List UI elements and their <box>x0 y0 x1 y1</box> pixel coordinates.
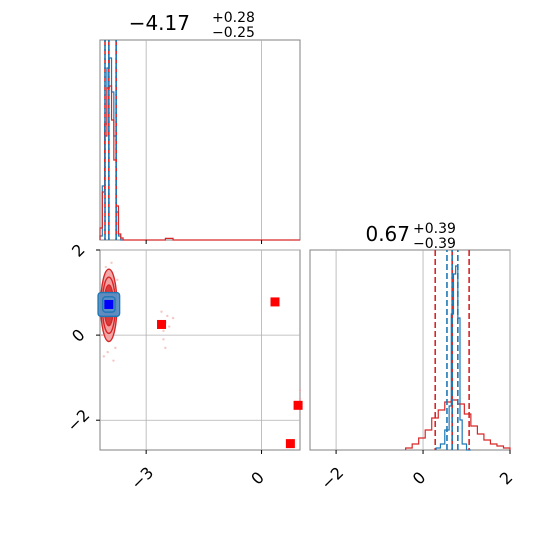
faint-point <box>171 316 175 320</box>
hist-param1-panel: −4.17 +0.28 −0.25 <box>99 10 301 244</box>
faint-point <box>106 350 109 354</box>
faint-point <box>162 329 165 333</box>
red-marker <box>270 297 280 307</box>
hist-param1-quantile-lines <box>104 40 117 240</box>
faint-point <box>168 325 171 328</box>
faint-point <box>116 278 119 281</box>
faint-point <box>160 310 163 313</box>
y-tick-label: −2 <box>63 406 93 436</box>
x-tick-label: −2 <box>317 463 347 493</box>
faint-point <box>166 314 169 318</box>
x-tick-label: 2 <box>496 468 517 489</box>
hist-param1-grid <box>145 40 262 240</box>
red-marker <box>157 319 167 329</box>
x-tick-label: −3 <box>127 463 157 493</box>
hist-series-0 <box>435 265 471 451</box>
hist-param1-title-value: −4.17 <box>129 11 190 35</box>
hist-param2-ticks: −2 0 2 <box>317 450 516 493</box>
faint-point <box>102 355 106 358</box>
scatter-joint-panel: −3 0 −2 0 2 <box>63 240 303 493</box>
faint-point <box>104 265 107 269</box>
hist-param1-frame <box>99 39 301 241</box>
x-tick-label: 0 <box>247 468 268 489</box>
scatter-joint-frame <box>99 249 301 451</box>
blue-marker <box>104 299 114 309</box>
hist-param1-title-plus: +0.28 <box>212 10 255 26</box>
hist-param2-title-value: 0.67 <box>365 222 410 246</box>
scatter-joint-grid <box>100 249 300 450</box>
y-tick-label: 0 <box>68 325 89 346</box>
faint-point <box>298 389 302 392</box>
hist-param2-frame <box>309 249 511 451</box>
hist-param2-quantile-lines <box>434 250 470 450</box>
faint-point <box>100 333 104 337</box>
red-marker <box>285 439 295 449</box>
hist-param2-title-minus: −0.39 <box>413 236 456 252</box>
y-tick-label: 2 <box>68 240 89 261</box>
faint-point <box>164 346 167 350</box>
hist-param2-panel: −2 0 2 0.67 +0.39 −0.39 <box>309 221 516 493</box>
red-marker <box>293 400 303 410</box>
faint-point <box>114 346 117 350</box>
hist-param2-grid <box>335 250 511 450</box>
faint-point <box>162 338 165 341</box>
faint-point <box>110 261 113 264</box>
scatter-joint-markers <box>104 297 303 449</box>
faint-point <box>112 359 115 362</box>
x-tick-label: 0 <box>409 468 430 489</box>
hist-param1-ticks <box>145 240 263 244</box>
hist-param1-title-minus: −0.25 <box>212 25 255 41</box>
faint-point <box>298 397 302 401</box>
hist-param2-title-plus: +0.39 <box>413 221 456 237</box>
